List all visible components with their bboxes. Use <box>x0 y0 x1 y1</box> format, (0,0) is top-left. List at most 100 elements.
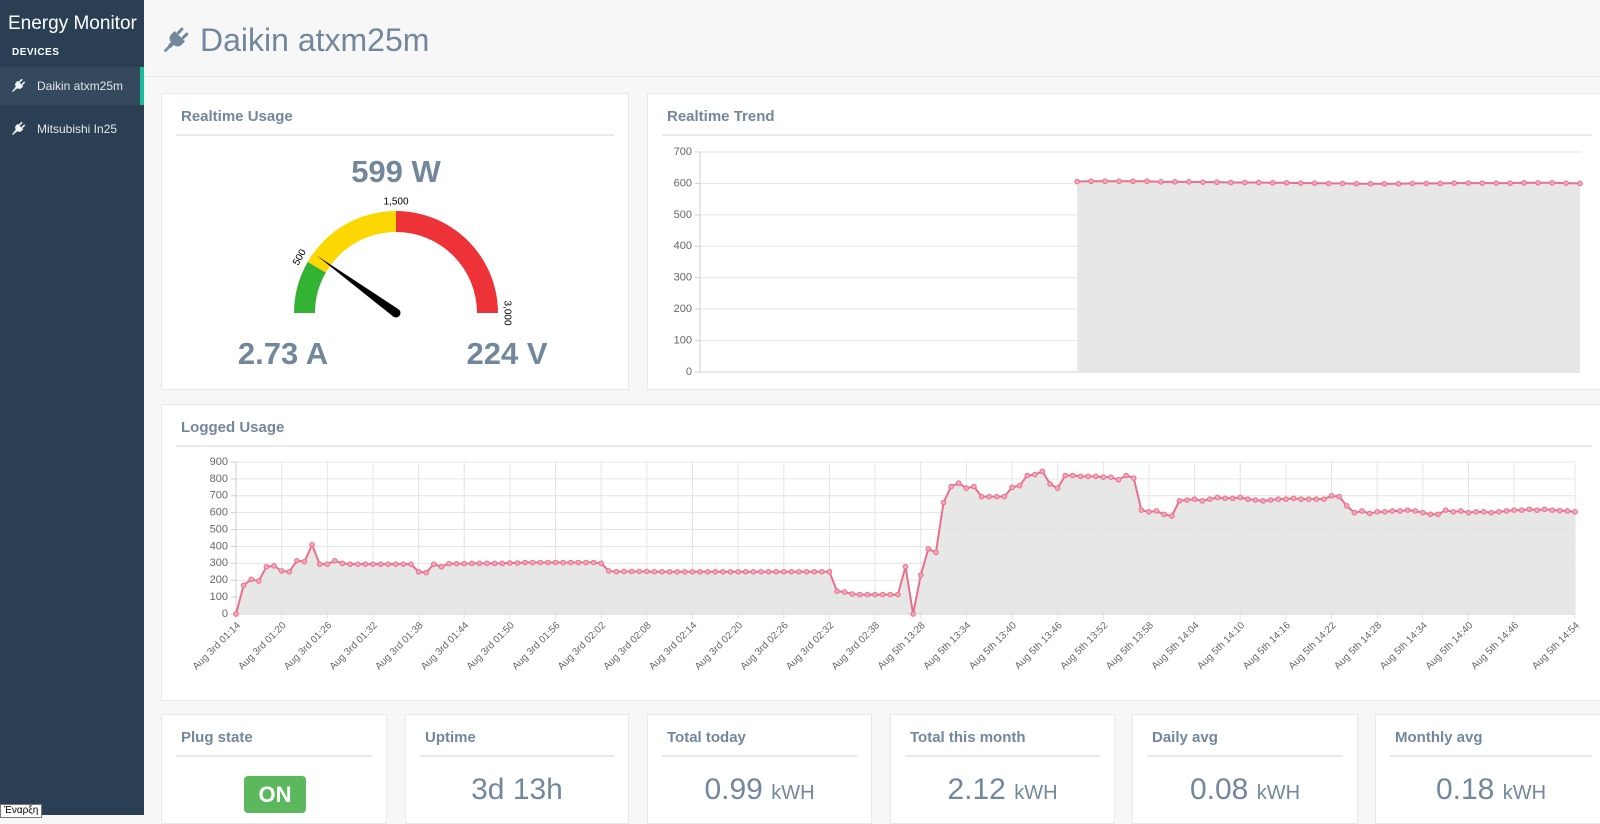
point <box>697 568 703 575</box>
area-fill <box>236 471 1575 614</box>
panel-title: Realtime Usage <box>181 108 293 125</box>
point <box>1409 180 1416 187</box>
point <box>750 568 757 575</box>
point <box>309 541 315 548</box>
divider <box>176 134 614 136</box>
point <box>377 561 384 567</box>
power-value: 599 W <box>351 154 441 189</box>
point <box>1172 179 1178 185</box>
point <box>636 568 643 575</box>
y-tick-label: 300 <box>210 557 228 569</box>
gauge-band <box>294 262 326 313</box>
point <box>1123 472 1129 479</box>
gauge-band <box>307 211 396 273</box>
point <box>415 568 422 575</box>
point <box>1070 472 1076 479</box>
point <box>819 568 825 575</box>
point <box>841 589 848 595</box>
point <box>1200 179 1206 185</box>
point <box>971 483 977 490</box>
point <box>1168 513 1175 519</box>
y-tick-label: 700 <box>674 146 692 158</box>
point <box>1108 474 1114 481</box>
point <box>803 568 810 575</box>
point <box>1336 493 1342 500</box>
point <box>651 568 658 575</box>
device-item[interactable]: Daikin atxm25m <box>0 67 144 105</box>
point <box>324 561 331 567</box>
point <box>826 568 833 575</box>
point <box>370 561 376 567</box>
point <box>476 560 483 567</box>
point <box>392 561 399 567</box>
point <box>682 568 688 575</box>
point <box>1521 180 1527 186</box>
point <box>1186 179 1192 185</box>
point <box>1412 508 1419 514</box>
voltage-value: 224 V <box>466 336 547 371</box>
unit: kWH <box>771 782 815 804</box>
point <box>704 568 711 575</box>
point <box>811 568 818 575</box>
y-tick-label: 900 <box>210 456 228 468</box>
device-name: Daikin atxm25m <box>37 79 124 93</box>
point <box>993 493 1000 500</box>
point <box>963 485 970 491</box>
point <box>1260 498 1266 504</box>
point <box>438 563 445 570</box>
panel: Realtime Usage <box>161 93 629 390</box>
point <box>613 568 620 575</box>
point <box>978 493 985 500</box>
card-value: 0.08 kWH <box>1133 773 1357 807</box>
point <box>583 559 589 566</box>
point <box>1138 507 1145 513</box>
point <box>446 560 452 567</box>
point <box>598 560 604 567</box>
point <box>628 568 635 575</box>
point <box>575 559 582 566</box>
point <box>1241 179 1248 186</box>
point <box>1451 180 1458 186</box>
point <box>1290 495 1297 502</box>
point <box>1563 180 1569 186</box>
sidebar: Energy Monitor DEVICES Daikin atxm25m Mi… <box>0 0 144 815</box>
needle <box>316 255 399 317</box>
point <box>529 559 536 566</box>
point <box>1283 496 1289 502</box>
point <box>940 499 947 506</box>
device-item[interactable]: Mitsubishi In25 <box>0 110 144 148</box>
point <box>887 591 894 598</box>
point <box>1252 497 1259 503</box>
stat-card: Plug state ON <box>161 714 387 824</box>
y-tick-label: 100 <box>674 334 692 346</box>
point <box>233 611 239 617</box>
point <box>1146 509 1152 515</box>
point <box>560 559 566 566</box>
point <box>1088 178 1094 185</box>
gauge-band <box>396 211 498 313</box>
point <box>301 558 308 565</box>
point <box>1207 496 1213 502</box>
point <box>1130 178 1136 185</box>
point <box>1283 180 1290 186</box>
y-tick-label: 400 <box>210 540 228 552</box>
point <box>1062 472 1069 479</box>
point <box>742 568 749 575</box>
point <box>431 561 437 567</box>
divider <box>176 755 372 757</box>
point <box>1480 509 1487 515</box>
point <box>689 568 696 575</box>
point <box>1397 508 1403 514</box>
point <box>507 560 513 566</box>
unit: kWH <box>1256 782 1301 804</box>
point <box>773 568 779 575</box>
point <box>499 560 506 567</box>
point <box>545 559 551 566</box>
point <box>1465 509 1472 516</box>
point <box>849 591 856 597</box>
divider <box>1390 755 1592 757</box>
point <box>1549 507 1555 513</box>
point <box>1389 508 1396 514</box>
point <box>567 559 574 566</box>
